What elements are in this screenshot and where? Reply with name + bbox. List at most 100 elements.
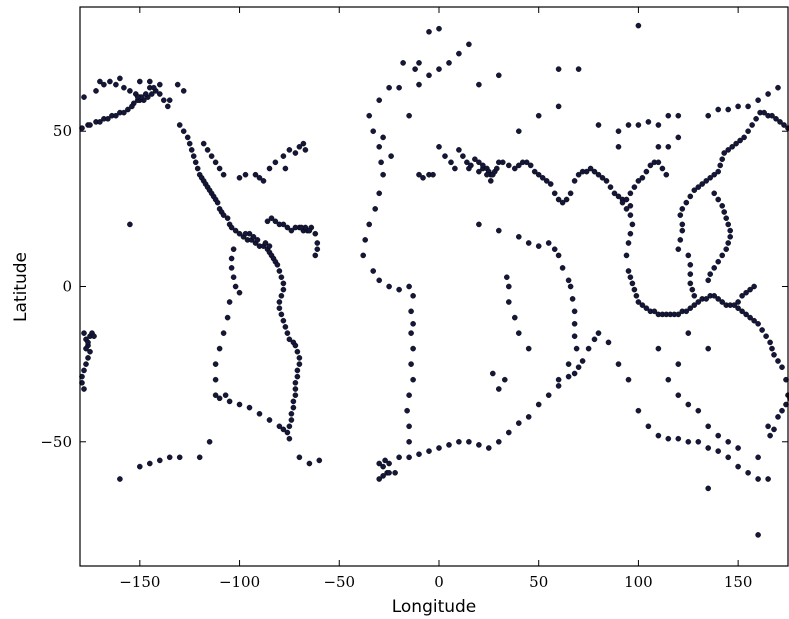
data-point: [751, 283, 757, 290]
data-point: [665, 376, 672, 383]
data-point: [603, 178, 610, 184]
data-point: [416, 171, 422, 178]
data-point: [406, 454, 412, 461]
y-axis-label: Latitude: [11, 252, 31, 322]
data-point: [386, 469, 392, 476]
data-point: [242, 171, 249, 178]
axis-ticks: −150 −100 −50 0 50 100 150 −50 0 50: [40, 7, 788, 591]
data-point: [216, 345, 223, 352]
data-point: [276, 305, 283, 312]
data-point: [292, 342, 299, 349]
data-point: [525, 240, 532, 246]
data-point: [591, 336, 598, 343]
data-point: [286, 147, 293, 153]
data-point: [476, 168, 482, 175]
data-point: [127, 88, 133, 94]
data-point: [633, 292, 640, 299]
x-tick-label: 150: [724, 573, 753, 591]
data-point: [705, 112, 712, 119]
data-point: [466, 41, 472, 48]
data-point: [505, 429, 512, 436]
data-point: [442, 153, 448, 159]
data-point: [260, 178, 267, 184]
data-point: [665, 143, 672, 150]
data-point: [607, 184, 614, 190]
data-point: [410, 345, 416, 352]
data-point: [516, 330, 522, 336]
data-point: [749, 122, 755, 128]
data-point: [769, 112, 775, 119]
data-point: [567, 190, 574, 197]
data-point: [575, 364, 582, 371]
data-point: [224, 314, 231, 321]
data-point: [516, 128, 522, 134]
data-point: [675, 311, 682, 318]
data-point: [731, 302, 738, 308]
data-point: [525, 345, 532, 352]
data-point: [366, 221, 373, 228]
data-point: [180, 88, 187, 94]
data-point: [83, 345, 89, 352]
data-point: [464, 159, 470, 166]
data-point: [222, 392, 229, 399]
data-point: [406, 283, 412, 290]
data-point: [747, 314, 753, 321]
data-point: [164, 103, 171, 110]
data-point: [376, 277, 383, 284]
data-point: [707, 271, 714, 277]
data-point: [635, 22, 642, 29]
data-point: [93, 88, 99, 94]
data-point: [246, 404, 253, 411]
data-point: [288, 417, 295, 423]
data-point: [148, 91, 155, 97]
data-point: [635, 122, 642, 128]
data-point: [615, 193, 622, 200]
data-point: [284, 429, 291, 436]
data-point: [725, 438, 732, 445]
x-tick-label: 0: [434, 573, 444, 591]
data-point: [446, 442, 452, 448]
data-point: [753, 116, 759, 122]
data-point: [571, 333, 578, 340]
y-tick-label: −50: [40, 433, 72, 451]
data-point: [761, 109, 767, 116]
data-point: [376, 143, 383, 150]
data-point: [97, 119, 103, 125]
data-point: [623, 196, 630, 203]
data-point: [410, 320, 416, 327]
x-tick-label: −150: [119, 573, 160, 591]
data-point: [679, 227, 686, 234]
data-point: [87, 122, 93, 128]
data-point: [176, 454, 183, 461]
data-point: [595, 171, 602, 178]
data-point: [436, 445, 442, 451]
data-point: [707, 174, 714, 181]
data-point: [683, 308, 690, 315]
data-point: [214, 199, 221, 206]
data-point: [296, 143, 303, 150]
data-point: [280, 317, 287, 324]
data-point: [489, 370, 496, 377]
data-point: [232, 227, 239, 234]
data-point: [212, 376, 219, 383]
data-point: [236, 174, 243, 181]
data-point: [160, 97, 167, 103]
data-point: [535, 401, 542, 408]
data-point: [512, 165, 518, 172]
data-point: [711, 265, 718, 271]
data-point: [134, 94, 141, 100]
data-point: [312, 252, 319, 259]
data-point: [487, 178, 494, 184]
data-point: [571, 320, 578, 327]
data-point: [527, 162, 534, 169]
data-point: [615, 361, 622, 367]
data-point: [705, 485, 712, 492]
data-point: [571, 370, 578, 377]
data-point: [220, 330, 227, 336]
data-point: [555, 196, 562, 203]
data-point: [376, 190, 383, 197]
data-point: [388, 153, 394, 159]
data-point: [85, 339, 91, 346]
data-point: [254, 237, 261, 243]
data-point: [416, 81, 422, 88]
